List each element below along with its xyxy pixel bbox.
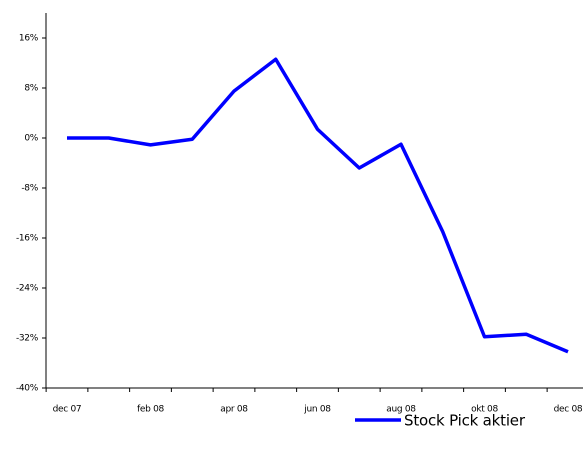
y-tick-label: -40% [16, 384, 39, 394]
x-tick-label: jun 08 [303, 405, 331, 415]
y-tick-label: -24% [16, 284, 39, 294]
x-tick-label: feb 08 [137, 405, 165, 415]
y-tick-label: 0% [24, 134, 38, 144]
y-tick-label: -32% [16, 334, 39, 344]
line-series [67, 57, 569, 354]
legend-label: Stock Pick aktier [404, 412, 526, 430]
x-tick-label: okt 08 [471, 405, 498, 415]
y-tick-label: -16% [16, 234, 39, 244]
x-tick-label: dec 07 [53, 405, 82, 415]
y-tick-label: 16% [19, 34, 39, 44]
y-tick-label: -8% [21, 184, 38, 194]
x-tick-label: dec 08 [554, 405, 583, 415]
y-tick-label: 8% [24, 84, 38, 94]
x-tick-label: aug 08 [386, 405, 416, 415]
x-tick-label: apr 08 [220, 405, 248, 415]
